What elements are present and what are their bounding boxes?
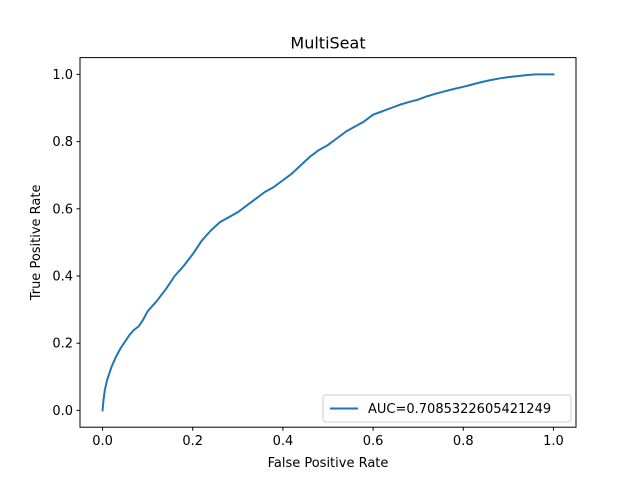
y-tick-label: 0.0 bbox=[52, 404, 73, 419]
y-axis-label: True Positive Rate bbox=[29, 184, 44, 301]
x-axis-label: False Positive Rate bbox=[268, 456, 389, 471]
y-axis-ticks: 0.0 0.2 0.4 0.6 0.8 1.0 bbox=[52, 68, 80, 419]
x-tick-label: 1.0 bbox=[543, 434, 564, 449]
y-tick-label: 0.4 bbox=[52, 270, 73, 285]
curve-layer bbox=[101, 73, 555, 412]
legend-label: AUC=0.7085322605421249 bbox=[368, 402, 551, 417]
x-tick-label: 0.2 bbox=[182, 434, 203, 449]
x-tick-label: 0.8 bbox=[453, 434, 474, 449]
chart-title: MultiSeat bbox=[290, 34, 365, 53]
x-tick-label: 0.4 bbox=[273, 434, 294, 449]
y-tick-label: 0.2 bbox=[52, 337, 73, 352]
legend: AUC=0.7085322605421249 bbox=[322, 394, 572, 423]
x-axis-ticks: 0.0 0.2 0.4 0.6 0.8 1.0 bbox=[92, 427, 564, 449]
plot-area bbox=[79, 57, 577, 428]
roc-curve-line bbox=[101, 73, 555, 412]
legend-box bbox=[322, 394, 572, 423]
x-tick-label: 0.6 bbox=[363, 434, 384, 449]
axes-frame bbox=[79, 57, 577, 428]
x-tick-label: 0.0 bbox=[92, 434, 113, 449]
y-tick-label: 1.0 bbox=[52, 68, 73, 83]
y-tick-label: 0.8 bbox=[52, 135, 73, 150]
y-tick-label: 0.6 bbox=[52, 202, 73, 217]
